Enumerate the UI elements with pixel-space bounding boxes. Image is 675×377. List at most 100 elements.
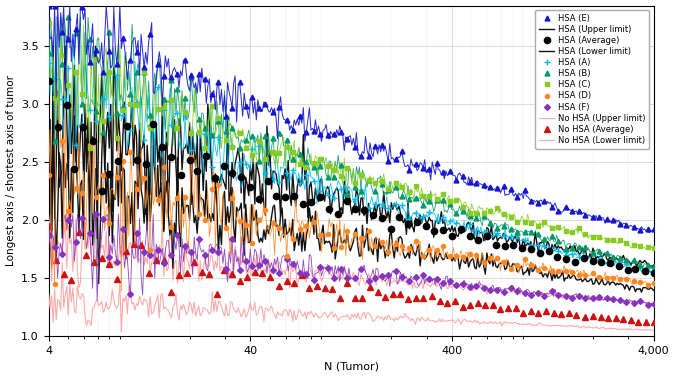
HSA (A) [126, 128, 134, 133]
HSA (E) [466, 180, 475, 184]
HSA (Lower limit) [483, 251, 491, 255]
HSA (D) [554, 268, 562, 273]
No HSA (Lower limit) [428, 318, 436, 323]
No HSA (Average) [458, 305, 466, 309]
HSA (Average) [228, 171, 236, 175]
HSA (F) [643, 303, 651, 308]
HSA (Lower limit) [637, 290, 645, 294]
HSA (Upper limit) [649, 263, 657, 267]
HSA (D) [649, 280, 657, 285]
No HSA (Upper limit) [45, 213, 53, 217]
HSA (Lower limit) [243, 227, 251, 231]
HSA (D) [568, 270, 576, 274]
HSA (A) [643, 269, 651, 273]
No HSA (Upper limit) [286, 286, 294, 291]
HSA (Upper limit) [427, 218, 435, 223]
HSA (A) [649, 269, 657, 273]
HSA (C) [548, 225, 556, 230]
Line: No HSA (Upper limit): No HSA (Upper limit) [49, 204, 653, 305]
No HSA (Lower limit) [45, 290, 53, 295]
HSA (Lower limit) [81, 102, 89, 106]
No HSA (Lower limit) [487, 319, 495, 324]
HSA (E) [126, 58, 134, 62]
HSA (E) [228, 106, 236, 110]
Line: HSA (A): HSA (A) [46, 60, 656, 274]
HSA (F) [92, 212, 100, 217]
HSA (Lower limit) [427, 253, 435, 257]
No HSA (Upper limit) [486, 288, 494, 293]
HSA (A) [466, 222, 475, 227]
HSA (Upper limit) [119, 134, 127, 138]
HSA (F) [472, 284, 480, 288]
No HSA (Upper limit) [649, 302, 657, 306]
Line: HSA (Upper limit): HSA (Upper limit) [49, 46, 653, 267]
No HSA (Average) [436, 299, 444, 304]
No HSA (Average) [45, 224, 53, 228]
No HSA (Lower limit) [120, 299, 128, 303]
HSA (D) [45, 173, 53, 178]
HSA (Average) [378, 216, 386, 220]
HSA (Lower limit) [286, 226, 294, 230]
Legend: HSA (E), HSA (Upper limit), HSA (Average), HSA (Lower limit), HSA (A), HSA (B), : HSA (E), HSA (Upper limit), HSA (Average… [535, 10, 649, 149]
Line: No HSA (Lower limit): No HSA (Lower limit) [49, 263, 653, 332]
HSA (F) [649, 302, 657, 307]
Line: HSA (Average): HSA (Average) [45, 78, 657, 276]
HSA (F) [568, 296, 576, 300]
HSA (D) [132, 187, 140, 191]
No HSA (Upper limit) [483, 292, 491, 296]
HSA (C) [466, 211, 475, 216]
No HSA (Lower limit) [117, 330, 126, 334]
HSA (E) [622, 222, 630, 227]
Line: No HSA (Average): No HSA (Average) [45, 223, 657, 325]
HSA (A) [622, 262, 630, 267]
No HSA (Average) [649, 320, 657, 324]
HSA (Upper limit) [243, 182, 251, 187]
No HSA (Lower limit) [484, 321, 492, 326]
HSA (E) [548, 205, 556, 209]
No HSA (Upper limit) [80, 202, 88, 207]
HSA (C) [562, 229, 570, 234]
HSA (Average) [186, 158, 194, 163]
HSA (E) [45, 3, 53, 8]
HSA (F) [630, 301, 638, 305]
HSA (A) [562, 253, 570, 257]
HSA (D) [643, 282, 651, 287]
HSA (Average) [562, 257, 570, 261]
HSA (B) [472, 216, 480, 221]
HSA (Upper limit) [483, 225, 491, 230]
HSA (Lower limit) [45, 175, 53, 179]
HSA (Upper limit) [45, 138, 53, 142]
HSA (C) [649, 246, 657, 250]
No HSA (Average) [404, 297, 412, 302]
HSA (Lower limit) [649, 288, 657, 293]
HSA (Upper limit) [286, 191, 294, 196]
HSA (B) [45, 51, 53, 55]
HSA (D) [236, 219, 244, 223]
HSA (D) [58, 138, 66, 143]
HSA (D) [630, 279, 638, 284]
No HSA (Upper limit) [427, 285, 435, 289]
HSA (B) [568, 246, 576, 250]
Y-axis label: Longest axis / shortest axis of tumor: Longest axis / shortest axis of tumor [5, 75, 16, 267]
HSA (C) [622, 241, 630, 245]
HSA (Average) [202, 153, 211, 158]
HSA (F) [132, 231, 140, 236]
HSA (Lower limit) [486, 262, 494, 266]
HSA (C) [126, 101, 134, 106]
HSA (F) [554, 293, 562, 297]
HSA (B) [649, 264, 657, 268]
HSA (E) [562, 204, 570, 209]
HSA (E) [636, 228, 644, 232]
Line: HSA (C): HSA (C) [47, 21, 655, 250]
No HSA (Lower limit) [245, 307, 253, 312]
No HSA (Lower limit) [287, 309, 295, 314]
No HSA (Average) [412, 296, 420, 300]
HSA (Average) [45, 79, 53, 83]
Line: HSA (F): HSA (F) [47, 212, 655, 307]
Line: HSA (B): HSA (B) [46, 15, 656, 268]
HSA (B) [132, 70, 140, 75]
Line: HSA (E): HSA (E) [46, 3, 656, 233]
HSA (A) [45, 61, 53, 65]
No HSA (Upper limit) [243, 273, 251, 277]
HSA (B) [630, 258, 638, 263]
